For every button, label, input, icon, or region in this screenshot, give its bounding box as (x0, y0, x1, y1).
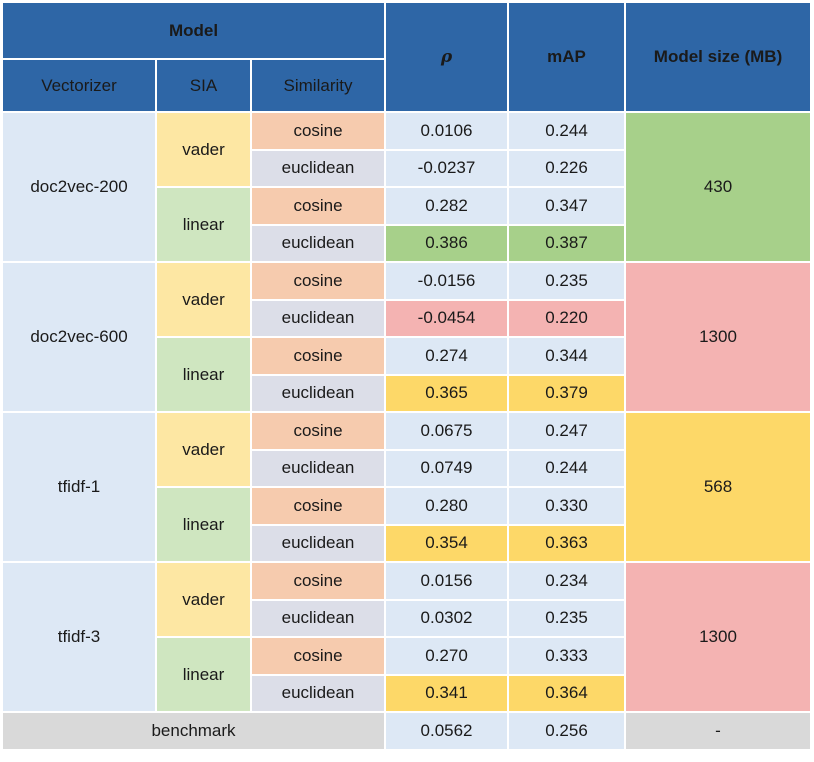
sia-cell: linear (155, 636, 252, 713)
rho-cell: 0.282 (384, 186, 510, 226)
benchmark-row: benchmark 0.0562 0.256- (0, 711, 813, 751)
header-map: mAP (507, 1, 627, 113)
map-cell: 0.330 (507, 486, 627, 526)
rho-cell: -0.0237 (384, 148, 510, 188)
sia-cell: linear (155, 336, 252, 413)
similarity-cell: cosine (249, 336, 387, 376)
similarity-cell: euclidean (249, 598, 387, 638)
map-cell: 0.379 (507, 373, 627, 413)
table-row: euclidean -0.0237 0.226 (2, 148, 811, 188)
similarity-cell: euclidean (249, 373, 387, 413)
similarity-cell: cosine (249, 111, 387, 151)
table-row: euclidean 0.365 0.379 (2, 373, 811, 413)
table-row: linear cosine 0.280 0.330 (2, 486, 811, 563)
map-cell: 0.344 (507, 336, 627, 376)
similarity-cell: euclidean (249, 223, 387, 263)
similarity-cell: cosine (249, 261, 387, 301)
map-cell: 0.364 (507, 673, 627, 713)
table-row: euclidean -0.0454 0.220 (2, 298, 811, 338)
rho-cell: 0.270 (384, 636, 510, 676)
header-rho: ρ (384, 1, 510, 113)
rho-cell: 0.365 (384, 373, 510, 413)
map-cell: 0.235 (507, 598, 627, 638)
similarity-cell: cosine (249, 636, 387, 676)
benchmark-rho: 0.0562 (384, 711, 510, 751)
sia-cell: vader (155, 261, 252, 338)
table-row: euclidean 0.0302 0.235 (2, 598, 811, 638)
map-cell: 0.220 (507, 298, 627, 338)
table-row: euclidean 0.0749 0.244 (2, 448, 811, 488)
benchmark-map: 0.256 (507, 711, 627, 751)
rho-cell: 0.0156 (384, 561, 510, 601)
similarity-cell: cosine (249, 561, 387, 601)
sia-cell: linear (155, 186, 252, 263)
table-row: euclidean 0.341 0.364 (2, 673, 811, 713)
similarity-cell: euclidean (249, 298, 387, 338)
benchmark-label: benchmark (0, 711, 387, 751)
table-row: tfidf-3 vader cosine 0.0156 0.234 1300 (1, 561, 813, 713)
rho-cell: -0.0454 (384, 298, 510, 338)
rho-cell: 0.386 (384, 223, 510, 263)
sia-cell: vader (155, 561, 252, 638)
header-similarity: Similarity (249, 58, 387, 113)
rho-cell: -0.0156 (384, 261, 510, 301)
model-size-cell: 1300 (624, 261, 813, 413)
model-size-cell: 1300 (624, 561, 813, 713)
header-sia: SIA (155, 58, 252, 113)
table-row: tfidf-1 vader cosine 0.0675 0.247 568 (1, 411, 813, 563)
header-model: Model (0, 1, 387, 60)
rho-cell: 0.0106 (384, 111, 510, 151)
header-vectorizer: Vectorizer (1, 58, 157, 113)
table-body: doc2vec-200 vader cosine 0.0106 0.244 430 eucl… (0, 111, 813, 751)
vectorizer-cell: tfidf-3 (1, 561, 157, 713)
benchmark-size: - (624, 711, 813, 751)
map-cell: 0.333 (507, 636, 627, 676)
rho-cell: 0.274 (384, 336, 510, 376)
rho-cell: 0.0749 (384, 448, 510, 488)
map-cell: 0.387 (507, 223, 627, 263)
rho-cell: 0.0302 (384, 598, 510, 638)
map-cell: 0.244 (507, 111, 627, 151)
rho-cell: 0.341 (384, 673, 510, 713)
map-cell: 0.235 (507, 261, 627, 301)
similarity-cell: cosine (249, 186, 387, 226)
header-model-size: Model size (MB) (624, 1, 813, 113)
rho-cell: 0.280 (384, 486, 510, 526)
similarity-cell: euclidean (249, 148, 387, 188)
map-cell: 0.244 (507, 448, 627, 488)
table-row: euclidean 0.386 0.387 (2, 223, 811, 263)
rho-cell: 0.354 (384, 523, 510, 563)
sia-cell: vader (155, 111, 252, 188)
rho-cell: 0.0675 (384, 411, 510, 451)
vectorizer-cell: doc2vec-600 (1, 261, 157, 413)
table-row: linear cosine 0.282 0.347 (2, 186, 811, 263)
similarity-cell: cosine (249, 486, 387, 526)
sia-cell: linear (155, 486, 252, 563)
model-size-cell: 568 (624, 411, 813, 563)
model-size-cell: 430 (624, 111, 813, 263)
table-row: linear cosine 0.270 0.333 (2, 636, 811, 713)
table-row: euclidean 0.354 0.363 (2, 523, 811, 563)
map-cell: 0.247 (507, 411, 627, 451)
vectorizer-cell: tfidf-1 (1, 411, 157, 563)
similarity-cell: cosine (249, 411, 387, 451)
map-cell: 0.363 (507, 523, 627, 563)
map-cell: 0.347 (507, 186, 627, 226)
similarity-cell: euclidean (249, 673, 387, 713)
table-row: linear cosine 0.274 0.344 (2, 336, 811, 413)
table-row: doc2vec-600 vader cosine -0.0156 0.235 1300 (1, 261, 813, 413)
sia-cell: vader (155, 411, 252, 488)
similarity-cell: euclidean (249, 448, 387, 488)
map-cell: 0.234 (507, 561, 627, 601)
table-row: doc2vec-200 vader cosine 0.0106 0.244 430 (1, 111, 813, 263)
vectorizer-cell: doc2vec-200 (1, 111, 157, 263)
map-cell: 0.226 (507, 148, 627, 188)
similarity-cell: euclidean (249, 523, 387, 563)
